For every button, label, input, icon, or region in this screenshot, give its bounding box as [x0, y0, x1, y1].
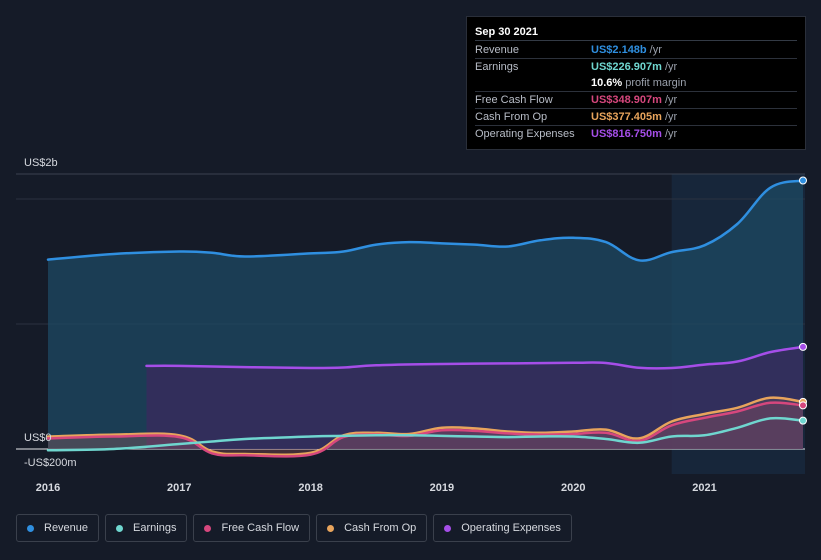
x-tick-label: 2017: [167, 482, 191, 494]
tooltip-value: 10.6%: [591, 77, 623, 89]
series-endpoint-earnings: [799, 416, 807, 425]
tooltip-value: US$816.750m: [591, 128, 662, 140]
legend-dot-icon: [327, 524, 335, 532]
legend-label: Cash From Op: [344, 522, 417, 534]
x-tick-label: 2021: [692, 482, 716, 494]
series-endpoint-revenue: [799, 176, 807, 185]
tooltip-row-revenue: Revenue US$2.148b /yr: [475, 42, 797, 59]
x-tick-label: 2020: [561, 482, 585, 494]
series-line-earnings: [46, 416, 805, 452]
tooltip-row-profit-margin: 10.6% profit margin: [475, 75, 797, 92]
series-line-cash-from-op: [46, 396, 805, 456]
legend-dot-icon: [204, 524, 212, 532]
legend-item-operating-expenses[interactable]: Operating Expenses: [433, 514, 572, 542]
tooltip-value: US$377.405m: [591, 111, 662, 123]
series-area-free-cash-flow: [48, 402, 803, 457]
legend-item-free-cash-flow[interactable]: Free Cash Flow: [193, 514, 311, 542]
legend-label: Revenue: [44, 522, 89, 534]
tooltip-unit: /yr: [664, 111, 678, 123]
y-axis-label-bottom: -US$200m: [24, 457, 77, 469]
legend-label: Operating Expenses: [461, 522, 561, 534]
x-tick-label: 2016: [36, 482, 60, 494]
tooltip-value: US$2.148b: [591, 44, 647, 56]
legend-dot-icon: [116, 524, 124, 532]
tooltip-date: Sep 30 2021: [475, 24, 797, 41]
x-tick-label: 2018: [298, 482, 322, 494]
tooltip-label: Revenue: [475, 44, 520, 56]
series-endpoint-free-cash-flow: [799, 401, 807, 410]
tooltip-unit: /yr: [664, 94, 678, 106]
series-line-free-cash-flow: [46, 401, 805, 458]
tooltip-row-free-cash-flow: Free Cash Flow US$348.907m /yr: [475, 92, 797, 109]
tooltip-label: Earnings: [475, 61, 519, 73]
tooltip-label: Free Cash Flow: [475, 94, 553, 106]
legend-label: Earnings: [133, 522, 177, 534]
tooltip-row-cash-from-op: Cash From Op US$377.405m /yr: [475, 109, 797, 126]
series-area-operating-expenses: [146, 346, 803, 449]
legend-dot-icon: [27, 524, 34, 532]
legend-dot-icon: [444, 524, 452, 532]
chart-area: US$2b US$0 -US$200m 2016 2017 2018 2019 2020 202…: [16, 157, 807, 494]
tooltip-label: Cash From Op: [475, 111, 548, 123]
tooltip-label: Operating Expenses: [475, 128, 575, 140]
series-line-operating-expenses: [145, 345, 805, 370]
legend-item-cash-from-op[interactable]: Cash From Op: [316, 514, 428, 542]
chart-legend: Revenue Earnings Free Cash Flow Cash Fro…: [16, 514, 572, 542]
series-line-revenue: [46, 179, 805, 262]
tooltip-row-earnings: Earnings US$226.907m /yr: [475, 59, 797, 75]
series-endpoint-operating-expenses: [799, 342, 807, 351]
tooltip-value: US$226.907m: [591, 61, 662, 73]
tooltip-unit: /yr: [649, 44, 662, 56]
tooltip-value: US$348.907m: [591, 94, 662, 106]
y-axis-label-zero: US$0: [24, 432, 52, 444]
tooltip-unit: /yr: [664, 61, 678, 73]
x-tick-label: 2019: [430, 482, 454, 494]
tooltip-label: [475, 75, 591, 91]
tooltip-row-operating-expenses: Operating Expenses US$816.750m /yr: [475, 126, 797, 142]
y-axis-label-top: US$2b: [24, 157, 58, 169]
legend-label: Free Cash Flow: [221, 522, 300, 534]
tooltip-unit: profit margin: [625, 77, 687, 89]
legend-item-revenue[interactable]: Revenue: [16, 514, 100, 542]
tooltip-unit: /yr: [664, 128, 678, 140]
legend-item-earnings[interactable]: Earnings: [105, 514, 188, 542]
data-tooltip: Sep 30 2021 Revenue US$2.148b /yr Earnin…: [466, 16, 806, 150]
